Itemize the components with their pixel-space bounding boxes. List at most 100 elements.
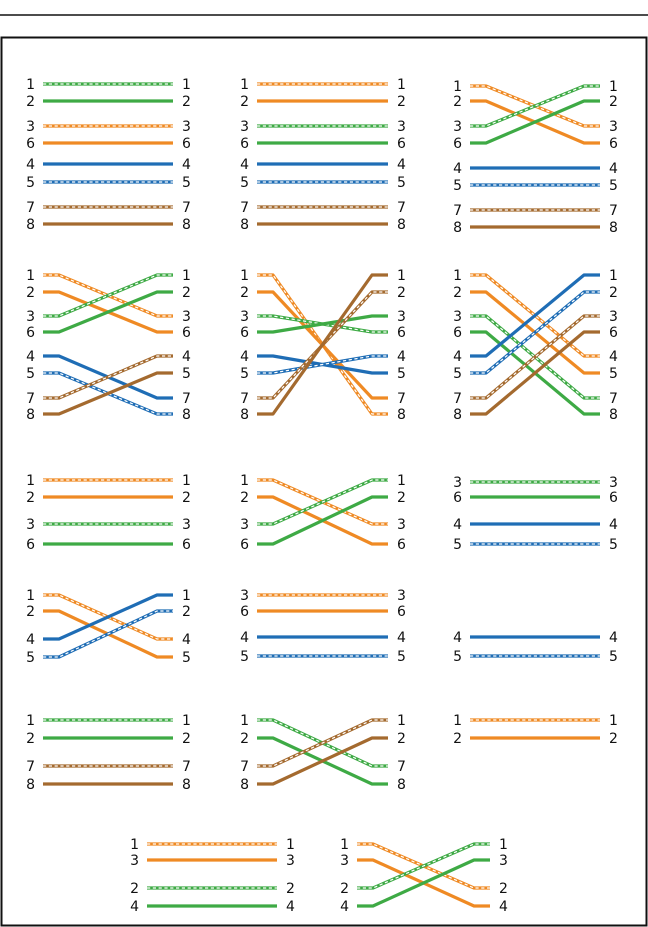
wire-3-to-1 (43, 273, 173, 318)
pin-label-right: 8 (182, 777, 191, 793)
pin-label-right: 2 (182, 94, 191, 110)
pin-label-right: 4 (397, 349, 406, 365)
wire-5-to-2 (43, 609, 173, 659)
pin-label-left: 7 (26, 200, 35, 216)
wire-6-to-2 (257, 495, 388, 546)
wire-stripe (357, 843, 490, 889)
pin-label-right: 3 (397, 119, 406, 135)
pin-label-right: 4 (182, 157, 191, 173)
pin-label-left: 8 (240, 777, 249, 793)
pin-label-right: 2 (609, 285, 618, 301)
wire-8-to-6 (470, 330, 600, 416)
wire-6-to-3 (257, 314, 388, 334)
pin-label-right: 4 (609, 349, 618, 365)
pin-label-left: 6 (26, 136, 35, 152)
pin-label-left: 2 (340, 881, 349, 897)
pin-label-right: 2 (286, 881, 295, 897)
pin-label-right: 8 (182, 407, 191, 423)
pin-label-right: 4 (499, 899, 508, 915)
wire-6-to-2 (470, 99, 600, 145)
wire-7-to-4 (43, 354, 173, 400)
pin-label-right: 8 (182, 217, 191, 233)
pin-label-left: 1 (240, 268, 249, 284)
pin-label-left: 3 (240, 119, 249, 135)
pin-label-right: 1 (397, 473, 406, 489)
diagrams-layer: 1236457812364578123645781236457812364578… (26, 77, 618, 915)
pin-label-left: 6 (240, 136, 249, 152)
pin-label-right: 1 (499, 837, 508, 853)
pin-label-left: 4 (130, 899, 139, 915)
pin-label-right: 1 (397, 77, 406, 93)
pin-label-left: 7 (240, 759, 249, 775)
wire-body (43, 273, 173, 318)
pin-label-right: 8 (397, 407, 406, 423)
wire-stripe (43, 610, 173, 658)
pin-label-left: 2 (240, 94, 249, 110)
pin-label-left: 1 (453, 268, 462, 284)
pin-label-left: 7 (240, 391, 249, 407)
pin-label-left: 6 (453, 490, 462, 506)
wire-stripe (470, 315, 600, 399)
wire-3-to-1 (470, 84, 600, 128)
pin-label-left: 2 (130, 881, 139, 897)
pin-label-right: 4 (182, 632, 191, 648)
wire-body (470, 314, 600, 400)
pin-label-right: 8 (609, 220, 618, 236)
pin-label-right: 5 (609, 537, 618, 553)
pin-label-left: 3 (130, 853, 139, 869)
pin-label-right: 4 (286, 899, 295, 915)
pin-label-left: 6 (26, 537, 35, 553)
pin-label-left: 2 (26, 490, 35, 506)
wire-3-to-1 (257, 478, 388, 526)
pin-label-left: 3 (240, 588, 249, 604)
pin-label-right: 2 (499, 881, 508, 897)
pin-label-left: 1 (240, 713, 249, 729)
pin-label-right: 2 (397, 285, 406, 301)
pin-label-right: 1 (182, 268, 191, 284)
pin-label-left: 6 (453, 136, 462, 152)
pin-label-right: 3 (182, 517, 191, 533)
pin-label-left: 1 (240, 473, 249, 489)
pin-label-right: 1 (609, 79, 618, 95)
pin-label-left: 8 (240, 407, 249, 423)
pin-label-right: 6 (397, 325, 406, 341)
wire-4-to-3 (357, 858, 490, 908)
pin-label-right: 6 (609, 136, 618, 152)
pin-label-left: 3 (340, 853, 349, 869)
wire-2-to-1 (357, 842, 490, 890)
pin-label-right: 4 (609, 517, 618, 533)
pin-label-right: 3 (182, 119, 191, 135)
pin-label-right: 5 (182, 366, 191, 382)
pin-label-left: 5 (26, 366, 35, 382)
pin-label-left: 1 (453, 713, 462, 729)
pin-label-right: 6 (397, 604, 406, 620)
wire-stripe (470, 315, 600, 399)
pin-label-right: 7 (397, 200, 406, 216)
pin-label-right: 5 (397, 649, 406, 665)
pin-label-right: 2 (397, 94, 406, 110)
pin-label-left: 3 (240, 517, 249, 533)
pin-label-left: 1 (130, 837, 139, 853)
pinout-diagram-d12: 4 5 4 5 (453, 630, 618, 665)
wire-8-to-1 (257, 273, 388, 416)
pin-label-right: 1 (286, 837, 295, 853)
pin-label-left: 5 (240, 366, 249, 382)
pin-label-left: 6 (240, 537, 249, 553)
pin-label-left: 4 (26, 632, 35, 648)
pin-label-right: 2 (609, 731, 618, 747)
pin-label-left: 7 (453, 203, 462, 219)
wire-body (470, 99, 600, 145)
wire-body (43, 371, 173, 416)
pin-label-right: 5 (609, 649, 618, 665)
pin-label-right: 7 (609, 203, 618, 219)
pin-label-left: 5 (453, 178, 462, 194)
pin-label-left: 1 (240, 77, 249, 93)
wire-5-to-4 (257, 354, 388, 375)
pin-label-left: 1 (26, 588, 35, 604)
pin-label-right: 4 (609, 630, 618, 646)
